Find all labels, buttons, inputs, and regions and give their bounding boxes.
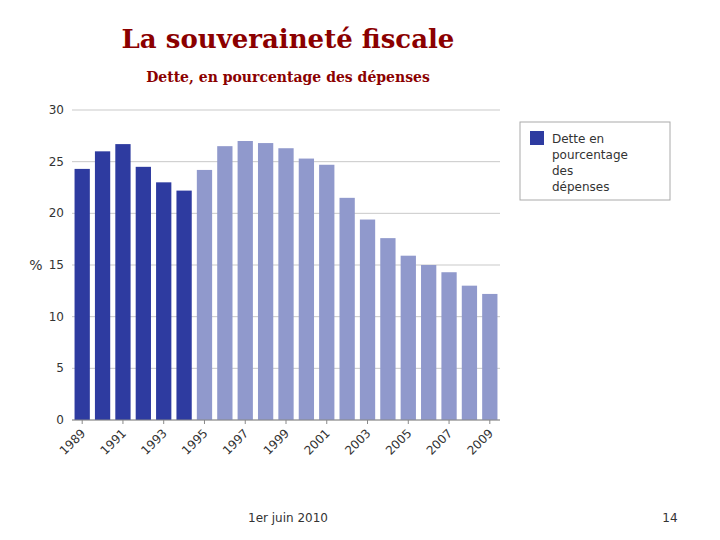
bar: [401, 256, 416, 420]
bar: [156, 182, 171, 420]
title: La souveraineté fiscale: [122, 24, 455, 54]
x-tick: [326, 420, 327, 424]
bar: [258, 143, 273, 420]
bar: [421, 265, 436, 420]
y-tick-label: 10: [49, 310, 64, 324]
bar: [360, 220, 375, 420]
x-tick-label: 1993: [138, 426, 169, 457]
x-tick: [286, 420, 287, 424]
y-tick-label: 30: [49, 103, 64, 117]
legend: Dette enpourcentagedesdépenses: [520, 122, 670, 200]
bar: [136, 167, 151, 420]
bar: [176, 191, 191, 420]
grid-line: [72, 110, 500, 111]
background: [0, 0, 720, 540]
x-tick-label: 1989: [57, 426, 88, 457]
chart: La souveraineté fiscale Dette, en pourcen…: [0, 0, 720, 540]
x-tick: [367, 420, 368, 424]
x-tick-label: 2009: [464, 426, 495, 457]
bar: [115, 144, 130, 420]
y-axis-label: %: [29, 257, 42, 273]
bar: [95, 151, 110, 420]
y-tick-label: 25: [49, 155, 64, 169]
bar: [278, 148, 293, 420]
legend-frame: [520, 122, 670, 200]
y-tick-label: 0: [56, 413, 64, 427]
bar: [238, 141, 253, 420]
y-tick-label: 15: [49, 258, 64, 272]
y-tick-label: 5: [56, 361, 64, 375]
grid: [72, 110, 500, 420]
x-tick-label: 1995: [179, 426, 210, 457]
bar: [217, 146, 232, 420]
subtitle: Dette, en pourcentage des dépenses: [146, 69, 430, 85]
x-tick: [163, 420, 164, 424]
x-tick: [82, 420, 83, 424]
bar: [441, 272, 456, 420]
x-tick-label: 1997: [220, 426, 251, 457]
bar: [197, 170, 212, 420]
y-tick-label: 20: [49, 206, 64, 220]
x-tick: [245, 420, 246, 424]
bar: [340, 198, 355, 420]
x-tick: [489, 420, 490, 424]
bar: [482, 294, 497, 420]
x-tick: [408, 420, 409, 424]
bar: [75, 169, 90, 420]
x-tick-label: 2003: [342, 426, 373, 457]
legend-swatch: [530, 131, 544, 145]
x-tick-label: 1999: [261, 426, 292, 457]
bars: [75, 141, 498, 420]
bar: [380, 238, 395, 420]
x-tick-label: 2001: [301, 426, 332, 457]
footer-note: 14: [662, 511, 677, 525]
x-tick: [122, 420, 123, 424]
bar: [299, 159, 314, 420]
x-tick-label: 2007: [424, 426, 455, 457]
bar: [319, 165, 334, 420]
footer-note: 1er juin 2010: [248, 511, 328, 525]
bar: [462, 286, 477, 420]
x-tick: [449, 420, 450, 424]
x-tick-label: 2005: [383, 426, 414, 457]
x-tick: [204, 420, 205, 424]
x-tick-label: 1991: [98, 426, 129, 457]
legend-label: Dette enpourcentagedesdépenses: [552, 132, 628, 194]
